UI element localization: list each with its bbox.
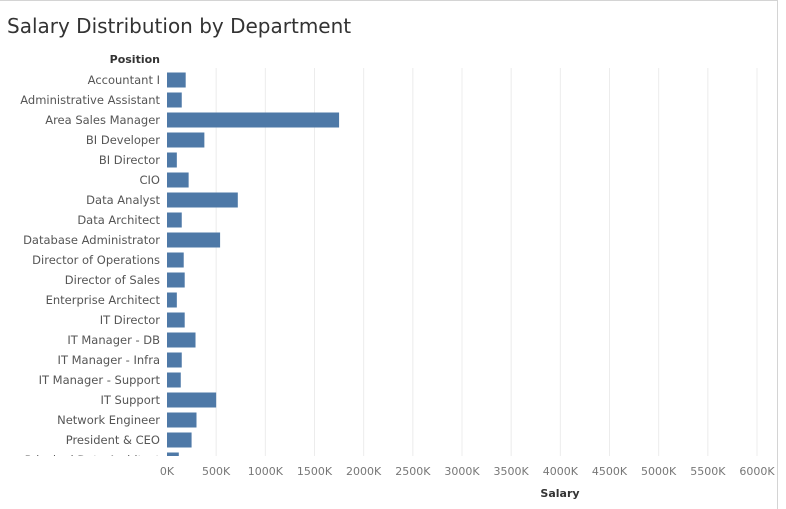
x-tick-label: 0K <box>160 465 175 478</box>
bar[interactable] <box>167 332 196 348</box>
x-tick-label: 500K <box>202 465 231 478</box>
category-label: Enterprise Architect <box>46 293 161 307</box>
category-label: Data Architect <box>77 213 160 227</box>
bar[interactable] <box>167 172 189 188</box>
category-label: IT Manager - Support <box>39 373 161 387</box>
bars <box>167 72 340 468</box>
bar[interactable] <box>167 452 179 468</box>
category-label: Area Sales Manager <box>45 113 160 127</box>
chart-title: Salary Distribution by Department <box>7 14 352 38</box>
bar[interactable] <box>167 372 181 388</box>
bar[interactable] <box>167 232 221 248</box>
category-label: Director of Sales <box>65 273 160 287</box>
category-label: CIO <box>140 173 160 187</box>
category-label: Database Administrator <box>23 233 160 247</box>
x-tick-label: 2500K <box>395 465 431 478</box>
x-tick-label: 2000K <box>346 465 382 478</box>
category-label: Network Engineer <box>57 413 160 427</box>
y-axis-header: Position <box>109 53 160 66</box>
bar[interactable] <box>167 312 185 328</box>
category-label: Data Analyst <box>86 193 160 207</box>
category-label: BI Developer <box>86 133 160 147</box>
bar[interactable] <box>167 392 217 408</box>
category-label: Director of Operations <box>32 253 160 267</box>
bar[interactable] <box>167 212 182 228</box>
category-labels: Accountant I Administrative Assistant Area… <box>20 73 161 467</box>
category-label: President & CEO <box>66 433 160 447</box>
category-label: IT Manager - DB <box>67 333 160 347</box>
x-tick-label: 1000K <box>248 465 284 478</box>
bar[interactable] <box>167 132 205 148</box>
x-tick-label: 5000K <box>641 465 677 478</box>
category-label: IT Director <box>100 313 161 327</box>
x-tick-label: 1500K <box>297 465 333 478</box>
x-tick-labels: 0K 500K 1000K 1500K 2000K 2500K 3000K 3500K 4000… <box>160 465 775 478</box>
bar[interactable] <box>167 412 197 428</box>
category-label: BI Director <box>99 153 160 167</box>
category-label: IT Support <box>100 393 160 407</box>
category-label: Accountant I <box>88 73 160 87</box>
category-label: IT Manager - Infra <box>58 353 160 367</box>
bar[interactable] <box>167 252 184 268</box>
bar[interactable] <box>167 292 177 308</box>
bar[interactable] <box>167 352 182 368</box>
x-axis-label: Salary <box>540 487 580 500</box>
bar[interactable] <box>167 432 192 448</box>
x-tick-label: 5500K <box>690 465 726 478</box>
bar[interactable] <box>167 92 182 108</box>
bar[interactable] <box>167 72 186 88</box>
x-tick-label: 3000K <box>444 465 480 478</box>
x-tick-label: 4000K <box>543 465 579 478</box>
bar[interactable] <box>167 112 340 128</box>
category-label: Principal Data Architect <box>25 453 161 467</box>
gridlines <box>215 68 758 456</box>
bar[interactable] <box>167 152 177 168</box>
category-label: Administrative Assistant <box>20 93 160 107</box>
bar[interactable] <box>167 192 238 208</box>
x-tick-label: 6000K <box>739 465 775 478</box>
bar[interactable] <box>167 272 185 288</box>
x-tick-label: 4500K <box>592 465 628 478</box>
x-tick-label: 3500K <box>494 465 530 478</box>
